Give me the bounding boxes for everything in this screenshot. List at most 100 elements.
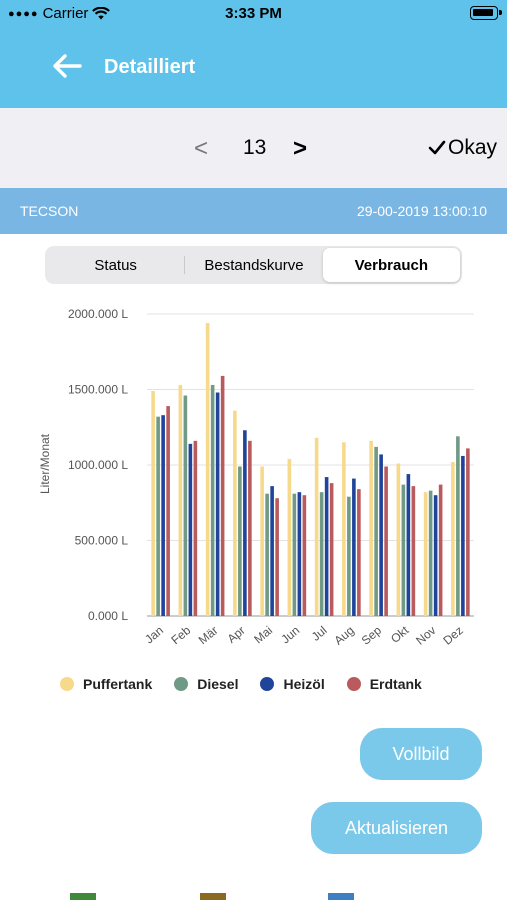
cropped-bar	[70, 893, 96, 900]
bar-heizöl-okt	[406, 474, 411, 616]
x-tick-label: Dez	[440, 623, 465, 647]
nav-bar: Detailliert	[0, 28, 507, 108]
bar-puffertank-okt	[396, 463, 401, 616]
bar-puffertank-dez	[451, 461, 455, 616]
tab-bestandskurve[interactable]: Bestandskurve	[204, 256, 304, 274]
legend-swatch	[260, 677, 275, 691]
cropped-bar	[328, 893, 354, 900]
x-tick-label: Jun	[278, 623, 302, 646]
y-axis-label: Liter/Monat	[38, 433, 52, 494]
x-tick-label: Mai	[251, 623, 275, 646]
consumption-chart: 0.000 L 500.000 L 1000.000 L 1500.000 L 2000…	[38, 307, 474, 648]
back-button[interactable]	[50, 50, 86, 82]
carrier-group: ●●●● Carrier	[8, 5, 111, 22]
y-tick-label: 500.000 L	[75, 534, 129, 548]
segmented-control: Status Bestandskurve Verbrauch	[45, 246, 462, 284]
pager-value: 13	[243, 136, 267, 159]
arrow-left-icon	[53, 54, 82, 78]
bar-diesel-feb	[183, 395, 188, 616]
legend-item-erdtank: Erdtank	[346, 676, 422, 692]
bar-heizöl-nov	[433, 495, 438, 616]
bar-erdtank-jan	[166, 406, 170, 616]
legend-label: Heizöl	[283, 676, 325, 692]
signal-icon: ●●●●	[8, 7, 39, 20]
bar-diesel-dez	[456, 436, 460, 616]
status-bar: ●●●● Carrier 3:33 PM	[0, 0, 507, 28]
y-tick-label: 0.000 L	[88, 609, 128, 623]
bar-diesel-okt	[401, 484, 406, 616]
legend-label: Puffertank	[83, 676, 153, 692]
x-tick-label: Sep	[359, 623, 385, 648]
y-tick-label: 1500.000 L	[68, 383, 128, 397]
timestamp: 29-00-2019 13:00:10	[357, 203, 487, 219]
legend-item-puffertank: Puffertank	[60, 676, 152, 692]
bar-heizöl-jan	[161, 415, 165, 616]
segment-divider	[184, 256, 186, 274]
bar-heizöl-jul	[324, 477, 329, 616]
axis-layer: 0.000 L 500.000 L 1000.000 L 1500.000 L 2000…	[68, 307, 466, 648]
bar-heizöl-dez	[461, 455, 465, 616]
page-title: Detailliert	[104, 56, 196, 78]
x-tick-label: Feb	[168, 623, 193, 647]
battery-icon	[470, 6, 502, 20]
legend-item-heizoel: Heizöl	[260, 676, 325, 692]
x-tick-label: Jan	[142, 623, 166, 646]
next-button[interactable]: >	[293, 135, 308, 162]
bar-puffertank-feb	[178, 384, 183, 616]
bar-heizöl-sep	[379, 454, 383, 616]
tab-verbrauch[interactable]: Verbrauch	[322, 248, 460, 282]
tab-status[interactable]: Status	[94, 256, 137, 274]
bar-erdtank-jul	[329, 483, 334, 616]
legend-label: Diesel	[197, 676, 239, 692]
bar-puffertank-jul	[314, 437, 319, 616]
bar-diesel-aug	[347, 496, 351, 616]
bar-puffertank-nov	[423, 492, 428, 616]
bar-heizöl-aug	[352, 478, 356, 616]
bar-diesel-jun	[292, 493, 297, 616]
device-name: TECSON	[20, 203, 79, 219]
bar-diesel-sep	[374, 446, 378, 616]
bar-erdtank-feb	[193, 440, 198, 616]
y-tick-label: 1000.000 L	[68, 458, 128, 472]
legend-swatch	[60, 677, 74, 691]
refresh-button[interactable]: Aktualisieren	[311, 802, 482, 854]
bar-puffertank-mär	[205, 323, 210, 616]
legend-swatch	[346, 677, 361, 691]
bar-erdtank-apr	[248, 440, 252, 616]
legend-swatch	[174, 677, 189, 691]
x-tick-label: Aug	[331, 623, 356, 647]
x-tick-label: Apr	[224, 623, 247, 646]
x-tick-label: Mär	[196, 623, 221, 647]
cropped-content	[0, 893, 507, 900]
bar-erdtank-sep	[384, 466, 388, 616]
x-tick-label: Okt	[388, 623, 412, 646]
bar-erdtank-aug	[357, 489, 361, 616]
bar-puffertank-mai	[260, 466, 264, 616]
bar-heizöl-feb	[188, 443, 193, 616]
bar-erdtank-nov	[438, 484, 443, 616]
bar-diesel-jan	[156, 416, 160, 616]
okay-label: Okay	[448, 136, 498, 159]
bar-puffertank-aug	[342, 442, 346, 616]
bar-puffertank-sep	[369, 440, 373, 616]
bar-puffertank-jun	[287, 458, 292, 616]
bar-heizöl-apr	[243, 430, 247, 616]
bar-heizöl-mär	[215, 392, 220, 616]
bar-heizöl-mai	[270, 486, 274, 616]
bar-diesel-nov	[428, 490, 433, 616]
chart-legend: Puffertank Diesel Heizöl Erdtank	[60, 676, 444, 692]
pager: < 13 > Okay	[0, 108, 507, 188]
bar-erdtank-jun	[302, 495, 307, 616]
legend-item-diesel: Diesel	[174, 676, 238, 692]
bar-heizöl-jun	[297, 492, 302, 616]
bar-erdtank-okt	[411, 486, 416, 616]
okay-button[interactable]: Okay	[428, 136, 497, 160]
bar-puffertank-apr	[233, 410, 237, 616]
previous-button[interactable]: <	[194, 135, 209, 162]
info-bar: TECSON 29-00-2019 13:00:10	[0, 188, 507, 234]
y-tick-label: 2000.000 L	[68, 307, 128, 321]
bar-diesel-mai	[265, 493, 269, 616]
legend-label: Erdtank	[369, 676, 422, 692]
bar-layer	[151, 323, 470, 616]
fullscreen-button[interactable]: Vollbild	[360, 728, 482, 780]
